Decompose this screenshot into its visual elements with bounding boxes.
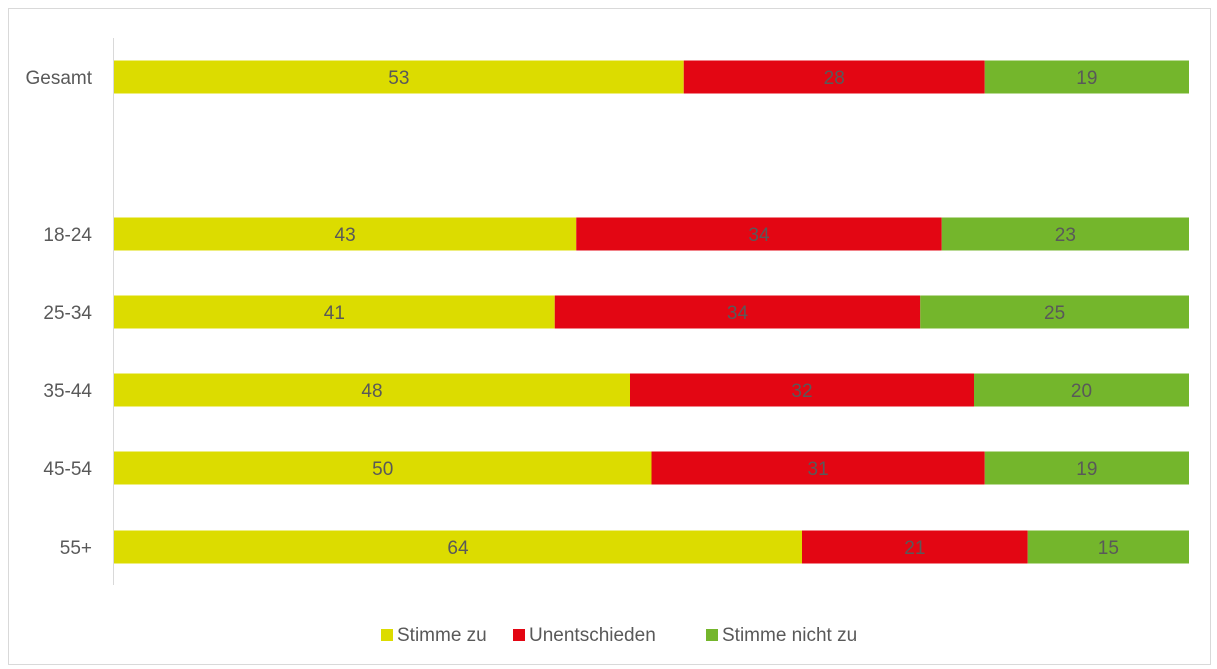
legend-swatch — [381, 629, 393, 641]
data-label: 25 — [1044, 303, 1065, 324]
bar-segment — [984, 451, 1189, 485]
category-label: 25-34 — [43, 303, 92, 324]
bar-segment — [941, 217, 1189, 251]
data-label: 19 — [1076, 68, 1097, 89]
data-label: 34 — [727, 303, 749, 324]
bar-segment — [920, 295, 1189, 329]
bar-segment — [576, 217, 942, 251]
data-label: 28 — [824, 68, 845, 89]
data-label: 32 — [791, 381, 812, 402]
data-label: 15 — [1098, 538, 1119, 559]
legend-swatch — [706, 629, 718, 641]
data-label: 21 — [904, 538, 925, 559]
bar-segment — [630, 373, 974, 407]
bar-segment — [802, 530, 1028, 564]
bar-segment — [554, 295, 921, 329]
bar-segment — [114, 530, 802, 564]
data-label: 23 — [1055, 225, 1076, 246]
bar-segment — [974, 373, 1189, 407]
bar-segment — [1027, 530, 1189, 564]
data-label: 53 — [388, 68, 409, 89]
category-label: 35-44 — [43, 381, 92, 402]
data-label: 19 — [1076, 459, 1097, 480]
data-label: 64 — [447, 538, 469, 559]
bar-segment — [114, 451, 652, 485]
category-label: 55+ — [60, 538, 92, 559]
legend-swatch — [513, 629, 525, 641]
data-label: 50 — [372, 459, 393, 480]
data-label: 20 — [1071, 381, 1092, 402]
data-label: 48 — [361, 381, 382, 402]
legend-label: Stimme zu — [397, 625, 487, 646]
category-label: Gesamt — [25, 68, 92, 89]
bar-segment — [651, 451, 985, 485]
bar-segment — [114, 373, 630, 407]
category-label: 45-54 — [43, 459, 92, 480]
legend-label: Unentschieden — [529, 625, 656, 646]
bar-segment — [683, 60, 985, 94]
bar-segment — [984, 60, 1189, 94]
data-label: 43 — [335, 225, 356, 246]
bar-segment — [114, 217, 577, 251]
data-label: 34 — [748, 225, 770, 246]
legend-label: Stimme nicht zu — [722, 625, 857, 646]
data-label: 41 — [324, 303, 345, 324]
bar-segment — [114, 60, 684, 94]
bar-segment — [114, 295, 555, 329]
data-label: 31 — [808, 459, 829, 480]
category-label: 18-24 — [43, 225, 92, 246]
